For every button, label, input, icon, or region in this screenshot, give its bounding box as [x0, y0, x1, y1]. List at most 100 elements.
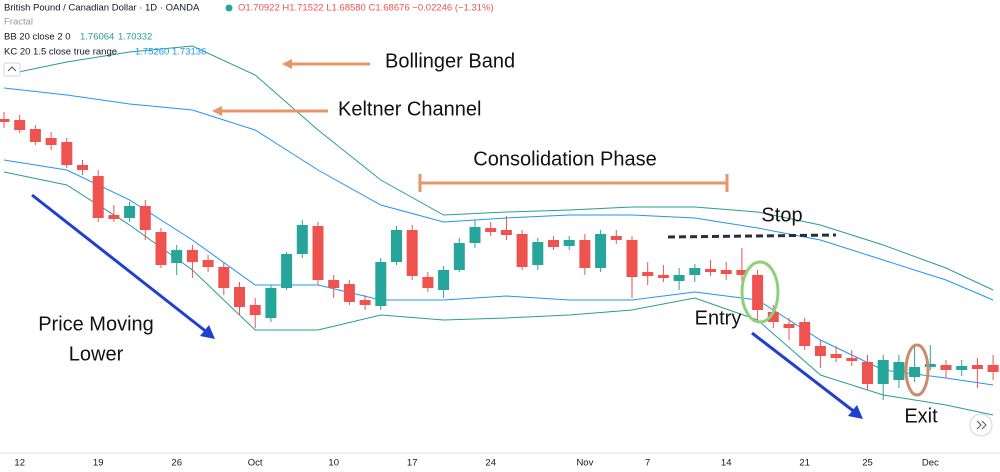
- candle-body: [171, 250, 183, 263]
- ohlc: O1.70922 H1.71522 L1.68580 C1.68676 −0.0…: [238, 3, 494, 14]
- candle-body: [29, 129, 41, 142]
- x-tick-label: 17: [407, 458, 418, 469]
- candle-body: [595, 234, 607, 268]
- candle-body: [500, 230, 512, 235]
- candle-body: [14, 120, 26, 130]
- candle-body: [689, 268, 701, 275]
- x-tick-label: 25: [862, 458, 873, 469]
- kc-value: 1.75260: [135, 47, 169, 58]
- candle-body: [705, 269, 716, 272]
- candle-body: [406, 230, 418, 276]
- candle-body: [453, 243, 465, 270]
- candle-body: [296, 225, 308, 254]
- candle-body: [218, 267, 230, 288]
- x-axis: 12 19 26 Oct 10 17 24 Nov 7 14 21 25 Dec: [14, 458, 939, 469]
- candle-body: [108, 215, 120, 219]
- kc-legend: KC 20 1.5 close true range: [4, 47, 117, 58]
- x-tick-label: Dec: [922, 458, 939, 469]
- collapse-button[interactable]: [3, 62, 21, 77]
- candle-body: [909, 367, 921, 377]
- candle-body: [752, 275, 764, 310]
- arrow: [31, 193, 209, 335]
- candle-body: [469, 227, 481, 243]
- candle-body: [328, 280, 340, 288]
- candle-body: [720, 270, 732, 274]
- annotation: Entry: [695, 307, 742, 329]
- candle-body: [249, 305, 261, 315]
- kc-value: 1.73136: [172, 47, 206, 58]
- x-tick-label: 12: [14, 458, 25, 469]
- x-tick-label: 21: [799, 458, 810, 469]
- annotation: Exit: [904, 405, 938, 427]
- candle-body: [438, 270, 450, 290]
- candle-body: [61, 142, 73, 165]
- candle-body: [375, 262, 387, 306]
- annotation: Keltner Channel: [338, 98, 481, 120]
- collapse-icon: [7, 66, 17, 72]
- x-tick-label: 14: [721, 458, 732, 469]
- arrow-head: [212, 106, 222, 116]
- candle-body: [202, 260, 214, 267]
- candle-body: [862, 362, 873, 384]
- band-line: [3, 87, 994, 301]
- candle-body: [924, 364, 936, 367]
- candle-body: [391, 230, 402, 262]
- candle-body: [877, 360, 889, 384]
- candle-body: [940, 365, 952, 370]
- candle-body: [532, 242, 544, 265]
- scroll-icon: [976, 420, 987, 430]
- band-line: [3, 171, 994, 416]
- x-tick-label: 26: [171, 458, 182, 469]
- candle-body: [281, 254, 293, 288]
- candle-body: [783, 324, 795, 328]
- arrow: [751, 331, 857, 415]
- candle-body: [626, 240, 638, 277]
- annotation: Bollinger Band: [385, 50, 515, 72]
- candle-body: [893, 362, 905, 380]
- candle-body: [610, 236, 622, 240]
- candle-body: [92, 176, 104, 218]
- candle-body: [139, 206, 151, 230]
- x-tick-label: Nov: [576, 458, 593, 469]
- candle-body: [767, 312, 779, 322]
- candle-body: [77, 165, 88, 170]
- x-tick-label: 7: [645, 458, 650, 469]
- candle-body: [516, 234, 528, 267]
- annotation: Lower: [69, 343, 124, 365]
- annotation: Stop: [761, 204, 802, 226]
- bb-value: 1.76064: [80, 32, 114, 43]
- band-line: [3, 159, 994, 386]
- band-line: [3, 45, 994, 291]
- fractal-label: Fractal: [4, 17, 33, 28]
- candle-body: [124, 206, 136, 218]
- annotation: Consolidation Phase: [473, 148, 656, 170]
- candle-body: [642, 272, 654, 276]
- symbol: British Pound / Canadian Dollar · 1D · O…: [4, 3, 200, 14]
- entry-circle: [740, 260, 780, 324]
- x-tick-label: 10: [328, 458, 339, 469]
- candle-body: [485, 228, 497, 232]
- status-dot: [225, 4, 233, 12]
- bb-legend: BB 20 close 2 0: [4, 32, 71, 43]
- candle-body: [45, 138, 57, 145]
- arrow-head: [200, 325, 215, 339]
- plot-area: [0, 45, 999, 416]
- candle-body: [736, 270, 748, 275]
- candle-body: [579, 240, 591, 268]
- candle-body: [657, 275, 669, 278]
- candle-body: [563, 240, 575, 246]
- candle-body: [799, 322, 811, 346]
- x-tick-label: 24: [485, 458, 496, 469]
- candle-body: [422, 277, 434, 288]
- candle-body: [234, 287, 245, 307]
- stop-line: [667, 233, 837, 239]
- candle-body: [155, 232, 167, 265]
- candle-body: [673, 275, 685, 281]
- candle-body: [343, 284, 355, 302]
- annotation: Price Moving: [38, 313, 154, 335]
- candle-body: [265, 288, 277, 318]
- bb-value: 1.70332: [118, 32, 152, 43]
- candle-body: [971, 365, 983, 369]
- candle-body: [0, 119, 10, 122]
